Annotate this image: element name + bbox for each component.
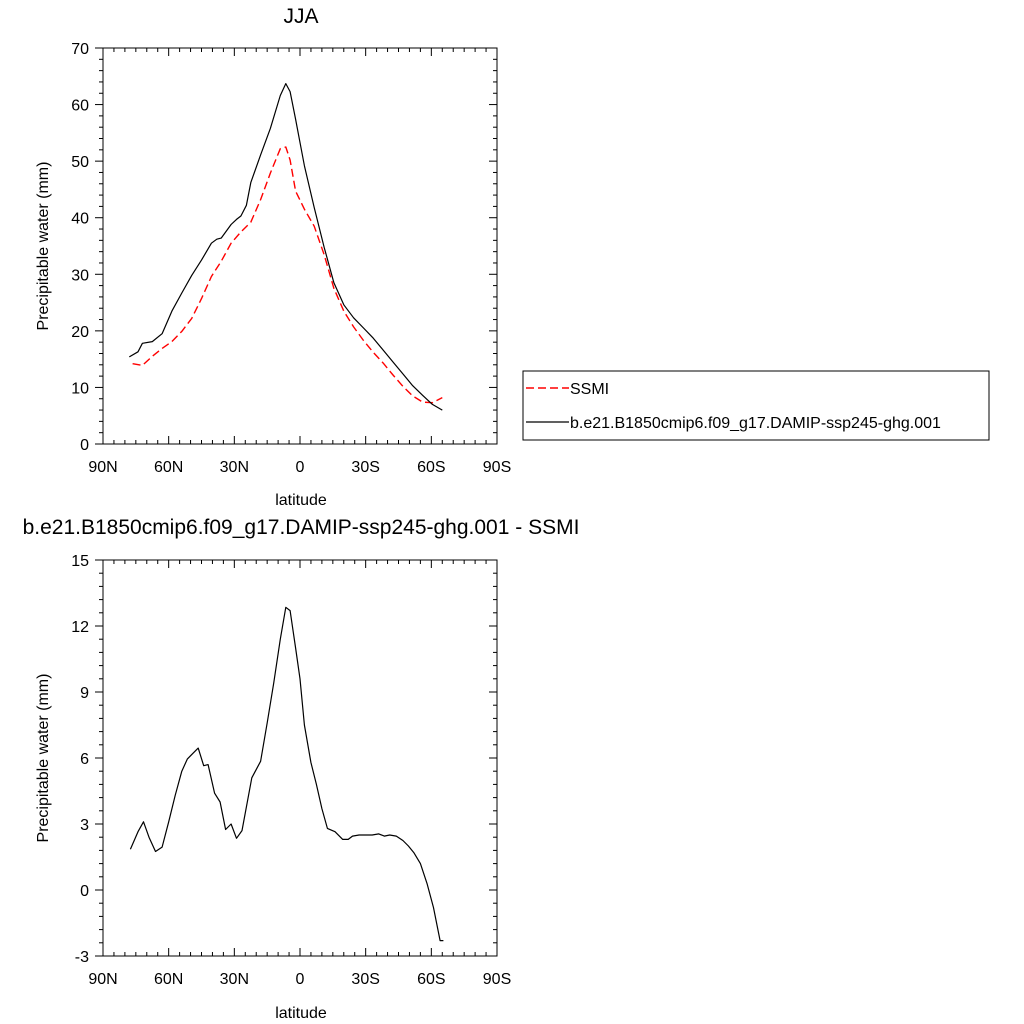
bottom-y-axis-label: Precipitable water (mm) bbox=[35, 674, 52, 843]
top-series-line-0 bbox=[132, 146, 443, 404]
bottom-y-tick-label: 9 bbox=[80, 685, 89, 702]
bottom-x-tick-label: 0 bbox=[296, 971, 305, 988]
top-plot-frame bbox=[102, 47, 498, 445]
top-axis-ticks: 90N 60N 30N 0 30S 60S 90S 0 10 20 30 40 50 60 70 bbox=[71, 41, 511, 476]
bottom-x-tick-label: 60S bbox=[417, 971, 445, 988]
top-y-tick-label: 70 bbox=[71, 41, 89, 58]
top-y-tick-label: 10 bbox=[71, 380, 89, 397]
top-y-tick-label: 20 bbox=[71, 324, 89, 341]
legend-ssmi-label: SSMI bbox=[570, 381, 609, 398]
bottom-y-tick-label: -3 bbox=[75, 949, 89, 966]
top-y-tick-label: 0 bbox=[80, 437, 89, 454]
bottom-y-tick-label: 12 bbox=[71, 619, 89, 636]
bottom-x-axis-label: latitude bbox=[275, 1005, 327, 1022]
top-y-tick-label: 40 bbox=[71, 211, 89, 228]
top-y-tick-label: 30 bbox=[71, 267, 89, 284]
legend: SSMI b.e21.B1850cmip6.f09_g17.DAMIP-ssp2… bbox=[522, 370, 990, 441]
top-x-tick-label: 30S bbox=[351, 459, 379, 476]
top-y-tick-label: 60 bbox=[71, 98, 89, 115]
bottom-chart: b.e21.B1850cmip6.f09_g17.DAMIP-ssp245-gh… bbox=[23, 516, 580, 1022]
top-y-axis-label: Precipitable water (mm) bbox=[35, 162, 52, 331]
bottom-y-tick-label: 3 bbox=[80, 817, 89, 834]
top-x-axis-label: latitude bbox=[275, 492, 327, 509]
legend-box bbox=[522, 370, 990, 441]
bottom-x-tick-label: 60N bbox=[154, 971, 183, 988]
bottom-x-tick-label: 90S bbox=[483, 971, 511, 988]
top-chart-title: JJA bbox=[283, 5, 318, 28]
bottom-x-tick-label: 30N bbox=[220, 971, 249, 988]
bottom-chart-title: b.e21.B1850cmip6.f09_g17.DAMIP-ssp245-gh… bbox=[23, 516, 580, 539]
top-x-tick-label: 90S bbox=[483, 459, 511, 476]
top-x-tick-label: 60N bbox=[154, 459, 183, 476]
top-x-tick-label: 90N bbox=[88, 459, 117, 476]
bottom-y-tick-label: 0 bbox=[80, 883, 89, 900]
top-series bbox=[128, 82, 443, 411]
bottom-axis-ticks: 90N 60N 30N 0 30S 60S 90S -3 0 3 6 9 12 15 bbox=[71, 553, 511, 988]
top-x-tick-label: 30N bbox=[220, 459, 249, 476]
bottom-x-tick-label: 90N bbox=[88, 971, 117, 988]
bottom-y-tick-label: 15 bbox=[71, 553, 89, 570]
top-chart: JJA 90N 60N 30N 0 30S 60S 90S 0 10 20 30 40 50 60 70 l… bbox=[35, 5, 511, 509]
bottom-series-line-0 bbox=[129, 606, 444, 942]
bottom-x-tick-label: 30S bbox=[351, 971, 379, 988]
bottom-series bbox=[129, 606, 444, 942]
top-y-tick-label: 50 bbox=[71, 154, 89, 171]
top-series-line-1 bbox=[128, 82, 443, 411]
top-x-tick-label: 60S bbox=[417, 459, 445, 476]
top-x-tick-label: 0 bbox=[296, 459, 305, 476]
bottom-y-tick-label: 6 bbox=[80, 751, 89, 768]
legend-model-label: b.e21.B1850cmip6.f09_g17.DAMIP-ssp245-gh… bbox=[570, 415, 941, 432]
bottom-plot-frame bbox=[102, 559, 498, 957]
